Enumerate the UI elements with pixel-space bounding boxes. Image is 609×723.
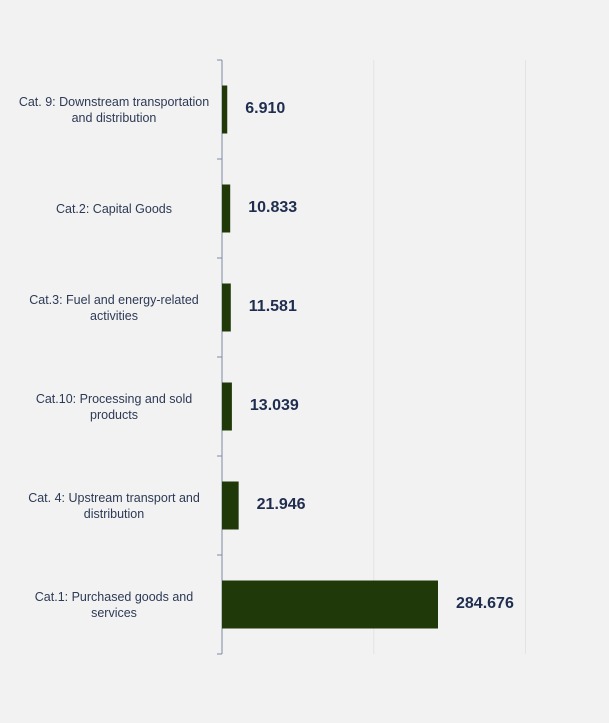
bar-1 [222, 85, 228, 134]
bar-2 [222, 184, 231, 233]
value-label: 284.676 [456, 594, 514, 612]
value-label: 6.910 [245, 99, 286, 117]
category-label: Cat.10: Processing and sold products [35, 391, 193, 422]
value-label: 10.833 [248, 198, 298, 216]
category-label: Cat.2: Capital Goods [55, 201, 173, 216]
value-label: 11.581 [248, 297, 297, 315]
category-label: Cat.3: Fuel and energy-related activitie… [29, 292, 199, 323]
category-label: Cat. 9: Downstream transportation and di… [18, 94, 210, 125]
bar-5 [222, 481, 239, 530]
value-label: 13.039 [249, 396, 299, 414]
category-label: Cat.1: Purchased goods and services [34, 589, 194, 620]
value-label: 21.946 [256, 495, 306, 513]
bar-6 [222, 580, 438, 629]
category-label: Cat. 4: Upstream transport and distribut… [28, 490, 200, 521]
bar-4 [222, 382, 232, 431]
bar-3 [222, 283, 231, 332]
